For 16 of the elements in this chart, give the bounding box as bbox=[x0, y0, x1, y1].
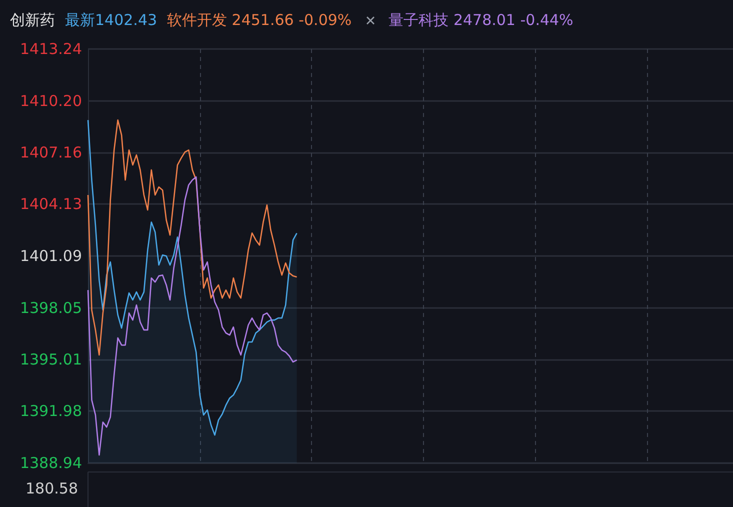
text: 最新1402.43 bbox=[65, 10, 158, 31]
y-tick-label: 1391.98 bbox=[20, 402, 82, 420]
y-tick-label: 1395.01 bbox=[20, 350, 82, 369]
y-tick-label: 1401.09 bbox=[20, 247, 82, 265]
chart-title: 创新药 bbox=[10, 10, 55, 31]
text: 180.58 bbox=[26, 480, 78, 498]
text: 软件开发 2451.66 -0.09% bbox=[167, 10, 352, 31]
line-series bbox=[87, 176, 298, 456]
y-tick-label: 1410.20 bbox=[20, 92, 82, 110]
y-tick-label: 1404.13 bbox=[20, 195, 82, 214]
y-tick-label: 1407.16 bbox=[20, 144, 82, 162]
y-tick-label: 1413.24 bbox=[20, 40, 82, 58]
y-tick-label: 1398.05 bbox=[20, 298, 82, 317]
line-series bbox=[87, 119, 298, 356]
text: 量子科技 2478.01 -0.44% bbox=[388, 10, 574, 31]
y-tick-label: 1388.94 bbox=[20, 454, 82, 472]
